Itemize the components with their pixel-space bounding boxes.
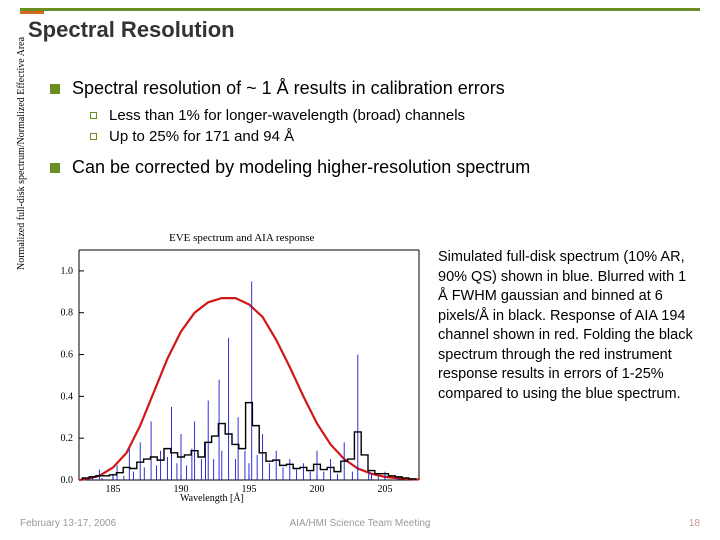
spectrum-chart: EVE spectrum and AIA response Normalized… xyxy=(24,232,424,502)
bullet-1: Spectral resolution of ~ 1 Å results in … xyxy=(50,78,690,99)
svg-text:0.6: 0.6 xyxy=(61,350,74,361)
slide-title: Spectral Resolution xyxy=(28,17,700,43)
svg-text:0.8: 0.8 xyxy=(61,308,74,319)
bullet-1-sub-2-text: Up to 25% for 171 and 94 Å xyxy=(109,128,294,145)
svg-text:200: 200 xyxy=(310,484,325,495)
bullet-1-sub-1: Less than 1% for longer-wavelength (broa… xyxy=(90,107,690,124)
bullet-1-text: Spectral resolution of ~ 1 Å results in … xyxy=(72,78,505,99)
footer-meeting: AIA/HMI Science Team Meeting xyxy=(0,518,720,529)
svg-text:195: 195 xyxy=(242,484,257,495)
bullet-square-icon xyxy=(50,84,60,94)
slide: Spectral Resolution Spectral resolution … xyxy=(0,0,720,540)
svg-text:1.0: 1.0 xyxy=(61,266,74,277)
svg-text:0.0: 0.0 xyxy=(61,475,74,486)
bullet-1-sub-1-text: Less than 1% for longer-wavelength (broa… xyxy=(109,107,465,124)
bullet-list: Spectral resolution of ~ 1 Å results in … xyxy=(50,78,690,186)
footer-page-number: 18 xyxy=(689,518,700,529)
chart-plot: 185 190 195 200 205 0.0 0.2 0.4 0.6 0.8 1.0 xyxy=(24,232,424,502)
svg-text:205: 205 xyxy=(378,484,393,495)
chart-caption: Simulated full-disk spectrum (10% AR, 90… xyxy=(438,248,698,405)
svg-text:185: 185 xyxy=(106,484,121,495)
bullet-hollow-square-icon xyxy=(90,112,97,119)
title-bar: Spectral Resolution xyxy=(20,8,700,43)
bullet-1-subs: Less than 1% for longer-wavelength (broa… xyxy=(90,107,690,145)
bullet-1-sub-2: Up to 25% for 171 and 94 Å xyxy=(90,128,690,145)
svg-text:0.2: 0.2 xyxy=(61,433,74,444)
bullet-square-icon xyxy=(50,163,60,173)
svg-text:0.4: 0.4 xyxy=(61,391,74,402)
svg-text:190: 190 xyxy=(174,484,189,495)
bullet-2-text: Can be corrected by modeling higher-reso… xyxy=(72,157,530,178)
bullet-2: Can be corrected by modeling higher-reso… xyxy=(50,157,690,178)
bullet-hollow-square-icon xyxy=(90,133,97,140)
footer: February 13-17, 2006 AIA/HMI Science Tea… xyxy=(0,518,720,534)
